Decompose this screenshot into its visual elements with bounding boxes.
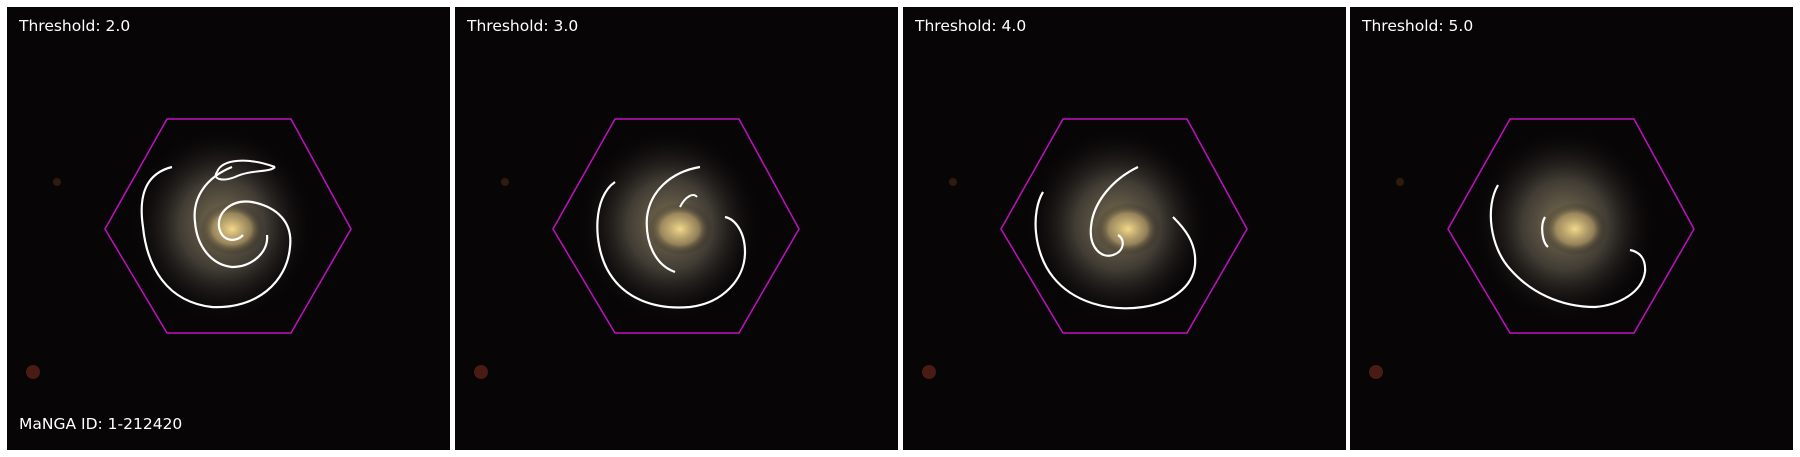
ifu-hexagon bbox=[552, 118, 800, 334]
galaxy-core bbox=[1543, 203, 1607, 255]
panel-threshold-4: Threshold: 4.0 bbox=[903, 7, 1346, 450]
panel-threshold-2: Threshold: 2.0 MaNGA ID: 1-212420 bbox=[7, 7, 450, 450]
background-star bbox=[501, 178, 509, 186]
galaxy-core bbox=[200, 203, 264, 255]
background-star bbox=[26, 365, 40, 379]
background-star bbox=[474, 365, 488, 379]
spiral-contour bbox=[140, 165, 292, 309]
background-star bbox=[1396, 178, 1404, 186]
spiral-contour bbox=[1489, 184, 1647, 309]
panel-threshold-5: Threshold: 5.0 bbox=[1350, 7, 1793, 450]
galaxy-image bbox=[903, 7, 1346, 450]
background-star bbox=[53, 178, 61, 186]
panel-threshold-3: Threshold: 3.0 bbox=[455, 7, 898, 450]
galaxy-core bbox=[1096, 203, 1160, 255]
spiral-contour bbox=[193, 165, 269, 269]
background-star bbox=[1369, 365, 1383, 379]
spiral-contour bbox=[214, 159, 276, 181]
ifu-hexagon bbox=[1447, 118, 1695, 334]
spiral-contour bbox=[1541, 216, 1549, 248]
galaxy-image bbox=[455, 7, 898, 450]
background-star bbox=[949, 178, 957, 186]
galaxy-image bbox=[7, 7, 450, 450]
spiral-contour bbox=[645, 165, 701, 274]
galaxy-image bbox=[1350, 7, 1793, 450]
threshold-label: Threshold: 4.0 bbox=[915, 17, 1027, 35]
spiral-contour bbox=[679, 194, 698, 208]
spiral-contour bbox=[1089, 166, 1139, 257]
ifu-hexagon bbox=[1000, 118, 1248, 334]
threshold-label: Threshold: 5.0 bbox=[1362, 17, 1474, 35]
galaxy-core bbox=[648, 203, 712, 255]
threshold-panel-strip: Threshold: 2.0 MaNGA ID: 1-212420 bbox=[7, 7, 1793, 450]
threshold-label: Threshold: 3.0 bbox=[467, 17, 579, 35]
spiral-contour bbox=[596, 181, 747, 309]
manga-id-label: MaNGA ID: 1-212420 bbox=[19, 415, 183, 433]
ifu-hexagon bbox=[104, 118, 352, 334]
background-star bbox=[922, 365, 936, 379]
spiral-contour bbox=[1034, 191, 1197, 310]
threshold-label: Threshold: 2.0 bbox=[19, 17, 131, 35]
